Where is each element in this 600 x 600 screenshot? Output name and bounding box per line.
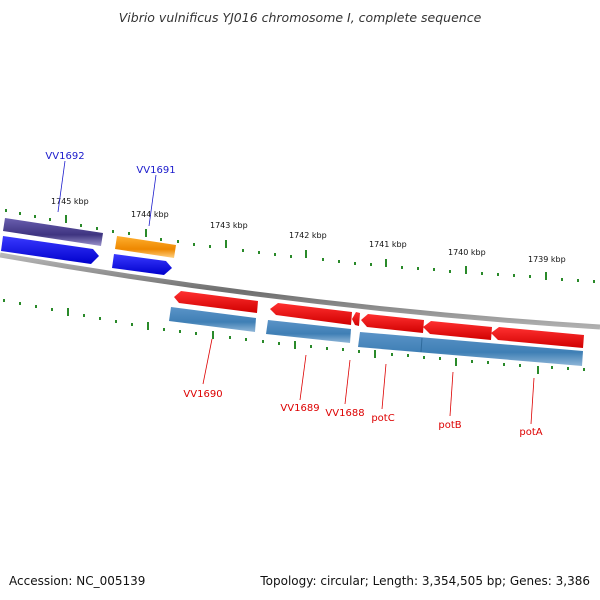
- feature-divider: [420, 337, 423, 353]
- scale-label: 1745 kbp: [51, 197, 89, 206]
- minus-strand-features: [169, 291, 584, 366]
- label-leader: [381, 363, 387, 410]
- scale-track-upper: [5, 209, 595, 283]
- gene-label-vv1691[interactable]: VV1691: [136, 165, 175, 176]
- gene-feature-potc-potb-pota[interactable]: [358, 332, 583, 366]
- gene-arrow-vv1690[interactable]: [174, 291, 258, 313]
- gene-label-vv1688[interactable]: VV1688: [325, 408, 364, 419]
- label-leader: [202, 338, 213, 385]
- chromosome-backbone: [0, 252, 600, 330]
- label-leader: [530, 377, 535, 425]
- gene-arrow-pota[interactable]: [491, 327, 584, 348]
- gene-arrow-vv1688[interactable]: [352, 312, 360, 326]
- gene-label-vv1690[interactable]: VV1690: [183, 389, 222, 400]
- gene-arrow-vv1689[interactable]: [270, 303, 352, 325]
- scale-track-lower: [3, 299, 585, 374]
- scale-label: 1742 kbp: [289, 231, 327, 240]
- gene-feature-vv1690[interactable]: [169, 307, 256, 332]
- gene-label-potc[interactable]: potC: [371, 413, 394, 424]
- label-leader: [148, 174, 157, 227]
- gene-label-potb[interactable]: potB: [438, 420, 461, 431]
- gene-feature-vv1689[interactable]: [266, 320, 351, 343]
- gene-arrow-vv1691[interactable]: [112, 254, 172, 275]
- gene-feature-vv1691[interactable]: [115, 236, 176, 258]
- scale-label: 1743 kbp: [210, 221, 248, 230]
- scale-label: 1740 kbp: [448, 248, 486, 257]
- label-leader: [57, 160, 66, 213]
- gene-arrow-vv1692[interactable]: [1, 236, 99, 264]
- plus-gene-labels: VV1692 VV1691: [45, 151, 176, 227]
- plus-strand-features: [1, 218, 176, 275]
- scale-label: 1739 kbp: [528, 255, 566, 264]
- minus-gene-labels: VV1690 VV1689 VV1688 potC potB potA: [183, 338, 543, 438]
- label-leader: [299, 354, 307, 401]
- gene-arrow-potb[interactable]: [423, 321, 492, 340]
- gene-label-pota[interactable]: potA: [519, 427, 542, 438]
- accession-label: Accession: NC_005139: [9, 574, 146, 588]
- gene-feature-vv1692[interactable]: [3, 218, 103, 246]
- genome-summary: Topology: circular; Length: 3,354,505 bp…: [260, 574, 590, 588]
- label-leader: [344, 359, 351, 405]
- gene-label-vv1689[interactable]: VV1689: [280, 403, 319, 414]
- gene-label-vv1692[interactable]: VV1692: [45, 151, 84, 162]
- scale-labels: 1745 kbp 1744 kbp 1743 kbp 1742 kbp 1741…: [51, 197, 566, 264]
- scale-label: 1741 kbp: [369, 240, 407, 249]
- label-leader: [449, 371, 454, 417]
- map-title: Vibrio vulnificus YJ016 chromosome I, co…: [118, 10, 482, 25]
- gene-arrow-potc[interactable]: [361, 314, 424, 333]
- scale-label: 1744 kbp: [131, 210, 169, 219]
